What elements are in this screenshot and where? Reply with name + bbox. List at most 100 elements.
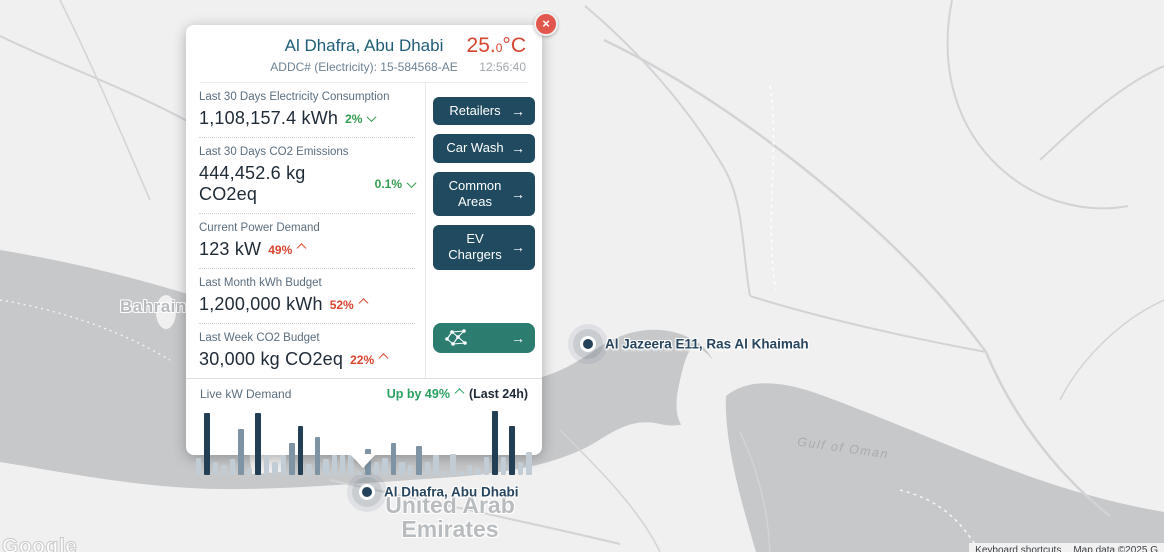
marker-dot-icon — [359, 484, 375, 500]
divider — [200, 82, 528, 83]
card-header: Al Dhafra, Abu Dhabi ADDC# (Electricity)… — [186, 25, 542, 83]
land-musandam — [676, 346, 721, 433]
common-areas-button[interactable]: Common Areas → — [433, 171, 535, 216]
meter-id: ADDC# (Electricity): 15-584568-AE — [270, 60, 458, 74]
sea-gulf-of-oman — [725, 383, 1164, 552]
ev-chargers-button[interactable]: EV Chargers → — [433, 225, 535, 270]
chart-bar — [263, 455, 270, 475]
chevron-icon — [358, 298, 369, 309]
map-attribution: Keyboard shortcuts Map data ©2025 G — [969, 543, 1164, 552]
chart-bar — [373, 462, 380, 475]
map-marker-al-dhafra[interactable]: Al Dhafra, Abu Dhabi — [352, 477, 519, 507]
trend-indicator: 49% — [268, 243, 307, 257]
map-label-bahrain: Bahrain — [120, 297, 187, 316]
trend-indicator: 22% — [350, 353, 389, 367]
chart-bar — [255, 413, 261, 475]
trend-indicator: 2% — [345, 112, 377, 126]
metric-kwh-budget: Last Month kWh Budget 1,200,000 kWh 52% — [199, 269, 415, 324]
chart-bar — [390, 443, 397, 475]
chart-bar — [382, 458, 388, 475]
site-title: Al Dhafra, Abu Dhabi — [284, 36, 444, 55]
metric-value: 444,452.6 kg CO2eq — [199, 163, 306, 204]
metric-value: 1,200,000 kWh — [199, 294, 323, 314]
metric-co2-emissions: Last 30 Days CO2 Emissions 444,452.6 kg … — [199, 138, 417, 214]
live-demand-header: Live kW Demand Up by 49% (Last 24h) — [186, 379, 542, 403]
chart-bar — [289, 443, 295, 475]
car-wash-button[interactable]: Car Wash → — [433, 134, 535, 163]
metric-electricity-consumption: Last 30 Days Electricity Consumption 1,1… — [199, 83, 415, 138]
metric-value: 123 kW — [199, 239, 262, 259]
chart-bar — [424, 462, 431, 475]
retailers-button[interactable]: Retailers → — [433, 97, 535, 126]
chevron-icon — [378, 353, 389, 364]
live-demand-chart — [196, 407, 532, 475]
metric-value: 1,108,157.4 kWh — [199, 108, 339, 128]
clock-time: 12:56:40 — [479, 60, 526, 74]
chart-bar — [196, 458, 202, 475]
land-bahrain-island — [156, 295, 176, 329]
marker-label: Al Dhafra, Abu Dhabi — [384, 484, 519, 500]
trend-indicator: 52% — [330, 298, 369, 312]
arrow-right-icon: → — [511, 185, 525, 202]
chart-bar — [204, 413, 210, 475]
close-button[interactable]: × — [534, 12, 558, 36]
chart-bar — [272, 462, 278, 475]
marker-dot-icon — [580, 336, 596, 352]
keyboard-shortcuts-link[interactable]: Keyboard shortcuts — [969, 543, 1068, 552]
metric-value: 30,000 kg CO2eq — [199, 349, 344, 369]
chart-bar — [526, 452, 532, 475]
chart-bar — [450, 454, 456, 475]
chart-bar — [416, 446, 422, 475]
live-demand-label: Live kW Demand — [200, 387, 292, 401]
category-buttons-column: Retailers → Car Wash → Common Areas → EV Ch… — [425, 83, 542, 378]
arrow-right-icon: → — [511, 140, 525, 157]
chevron-up-icon — [454, 387, 465, 398]
chart-bar — [306, 464, 312, 475]
site-info-card: Al Dhafra, Abu Dhabi ADDC# (Electricity)… — [186, 25, 542, 475]
chart-bar — [399, 462, 405, 475]
chart-bar — [433, 455, 439, 475]
chart-bar — [339, 455, 346, 475]
chart-bar — [458, 471, 464, 475]
close-icon: × — [542, 16, 550, 31]
metric-power-demand: Current Power Demand 123 kW 49% — [199, 214, 415, 269]
chart-bar — [441, 471, 448, 475]
chart-bar — [331, 455, 337, 475]
chart-bar — [221, 465, 227, 475]
google-logo[interactable]: Google — [1, 535, 78, 552]
temperature-value: 25.0°C — [466, 34, 526, 57]
chart-bar — [483, 457, 490, 475]
arrow-right-icon: → — [511, 329, 525, 346]
chart-bar — [323, 459, 329, 475]
molecule-network-icon — [445, 328, 467, 346]
chart-bar — [297, 426, 304, 475]
divider — [186, 378, 542, 379]
metric-co2-budget: Last Week CO2 Budget 30,000 kg CO2eq 22% — [199, 324, 415, 378]
chart-bar — [246, 468, 253, 475]
chart-bar — [407, 465, 414, 475]
map-data-copyright: Map data ©2025 G — [1067, 543, 1164, 552]
chart-bar — [475, 468, 481, 475]
chart-bar — [492, 411, 498, 475]
chart-bar — [212, 462, 219, 475]
chart-bar — [229, 459, 236, 475]
chart-bar — [517, 462, 524, 475]
arrow-right-icon: → — [511, 103, 525, 120]
emissions-network-button[interactable]: → — [433, 322, 535, 353]
chart-bar — [238, 429, 244, 475]
chevron-icon — [296, 243, 307, 254]
arrow-right-icon: → — [511, 239, 525, 256]
chart-bar — [467, 465, 473, 475]
metrics-column: Last 30 Days Electricity Consumption 1,1… — [186, 83, 425, 378]
trend-indicator: 0.1% — [375, 177, 417, 191]
weather-block: 25.0°C 12:56:40 — [467, 34, 526, 74]
chart-bar — [314, 437, 321, 475]
chevron-icon — [366, 112, 377, 123]
live-demand-trend: Up by 49% (Last 24h) — [386, 387, 528, 401]
chevron-icon — [406, 177, 417, 188]
chart-bar — [509, 426, 515, 475]
chart-bar — [500, 457, 507, 475]
map-marker-ras-al-khaimah[interactable]: Al Jazeera E11, Ras Al Khaimah — [573, 329, 809, 359]
